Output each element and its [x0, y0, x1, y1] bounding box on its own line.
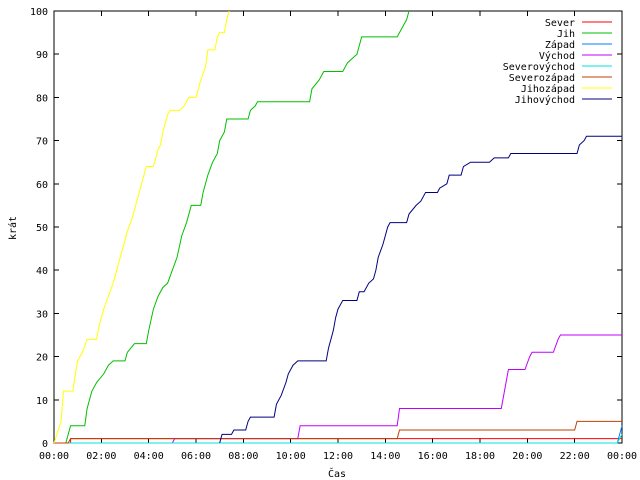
- series-line-8: [219, 135, 622, 444]
- y-axis-ticks: 0 10 20 30 40 50 60 70 80 90 100: [30, 7, 622, 450]
- y-axis-label: krát: [7, 216, 19, 240]
- y-tick-label: 0: [42, 439, 48, 450]
- x-axis-ticks: 00:00 02:00 04:00 06:00 08:00 10:00 12:00 14:00…: [39, 11, 637, 462]
- x-axis-label: Čas: [328, 467, 346, 480]
- x-tick-label: 10:00: [276, 451, 306, 462]
- y-tick-label: 60: [36, 180, 48, 191]
- y-tick-label: 80: [36, 93, 48, 104]
- series-line-4: [171, 334, 622, 444]
- y-tick-label: 10: [36, 396, 48, 407]
- x-tick-label: 22:00: [560, 451, 590, 462]
- legend-label: Východ: [539, 50, 575, 62]
- x-tick-label: 04:00: [134, 451, 164, 462]
- legend: SeverJihZápadVýchodSeverovýchodSeverozáp…: [503, 18, 612, 106]
- series-lines: [53, 10, 623, 444]
- legend-label: Jih: [557, 29, 575, 40]
- legend-label: Sever: [545, 18, 575, 29]
- legend-label: Severozápad: [509, 72, 575, 84]
- y-tick-label: 20: [36, 353, 48, 364]
- y-tick-label: 50: [36, 223, 48, 234]
- x-tick-label: 06:00: [181, 451, 211, 462]
- x-tick-label: 00:00: [39, 451, 69, 462]
- legend-label: Jihovýchod: [515, 94, 575, 106]
- legend-label: Západ: [545, 39, 575, 51]
- x-tick-label: 14:00: [370, 451, 400, 462]
- series-line-5: [54, 434, 623, 444]
- x-tick-label: 02:00: [86, 451, 116, 462]
- legend-label: Jihozápad: [521, 83, 575, 95]
- x-tick-label: 20:00: [512, 451, 542, 462]
- series-line-2: [65, 10, 410, 444]
- x-tick-label: 12:00: [323, 451, 353, 462]
- y-tick-label: 90: [36, 50, 48, 61]
- legend-label: Severovýchod: [503, 61, 575, 73]
- x-tick-label: 08:00: [228, 451, 258, 462]
- y-tick-label: 100: [30, 7, 48, 18]
- series-line-6: [54, 420, 622, 444]
- series-line-7: [53, 10, 230, 444]
- x-tick-label: 18:00: [465, 451, 495, 462]
- x-tick-label: 16:00: [418, 451, 448, 462]
- y-tick-label: 40: [36, 266, 48, 277]
- x-tick-label: 00:00: [607, 451, 637, 462]
- y-tick-label: 30: [36, 309, 48, 320]
- y-tick-label: 70: [36, 137, 48, 148]
